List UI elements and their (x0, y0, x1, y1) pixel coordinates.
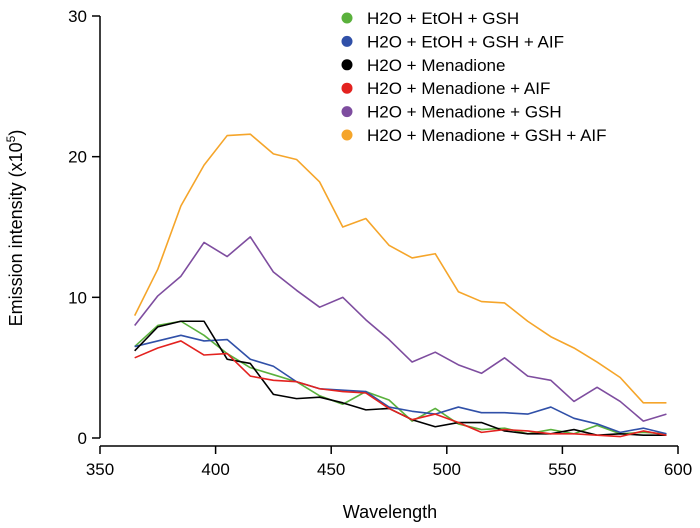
legend-marker (341, 129, 353, 141)
x-tick-label: 500 (433, 460, 461, 479)
legend-label: H2O + Menadione + GSH + AIF (367, 126, 607, 145)
legend-label: H2O + Menadione (367, 56, 505, 75)
x-tick-label: 550 (548, 460, 576, 479)
legend-marker (341, 59, 353, 71)
y-tick-label: 10 (68, 288, 87, 307)
x-tick-label: 400 (201, 460, 229, 479)
legend-label: H2O + EtOH + GSH (367, 9, 519, 28)
x-tick-label: 350 (86, 460, 114, 479)
legend-marker (341, 82, 353, 94)
legend-label: H2O + Menadione + AIF (367, 79, 550, 98)
y-tick-label: 30 (68, 7, 87, 26)
y-ticks: 0 10 20 30 (68, 7, 100, 448)
legend-marker (341, 35, 353, 47)
series-line-h2o-etoh-gsh (134, 320, 667, 435)
legend-marker (341, 106, 353, 118)
legend-label: H2O + Menadione + GSH (367, 103, 562, 122)
y-tick-label: 0 (78, 429, 87, 448)
y-tick-label: 20 (68, 148, 87, 167)
legend-label: H2O + EtOH + GSH + AIF (367, 32, 564, 51)
series-line-h2o-menadione-gsh-aif (133, 133, 667, 404)
series-line-h2o-menadione-aif (134, 340, 667, 438)
x-tick-label: 600 (664, 460, 692, 479)
legend-marker (341, 12, 353, 24)
axes: 0 10 20 30 350 400 450 500 550 600 (68, 7, 692, 479)
series-line-h2o-etoh-gsh-aif (134, 334, 667, 435)
series-line-h2o-menadione (134, 320, 667, 436)
x-axis-title: Wavelength (343, 502, 437, 522)
legend: H2O + EtOH + GSH H2O + EtOH + GSH + AIF H2… (341, 9, 607, 145)
y-axis-title: Emission intensity (x105) (4, 130, 26, 327)
x-ticks: 350 400 450 500 550 600 (86, 446, 692, 479)
series-lines (133, 133, 667, 438)
x-tick-label: 450 (317, 460, 345, 479)
series-line-h2o-menadione-gsh (134, 236, 667, 422)
